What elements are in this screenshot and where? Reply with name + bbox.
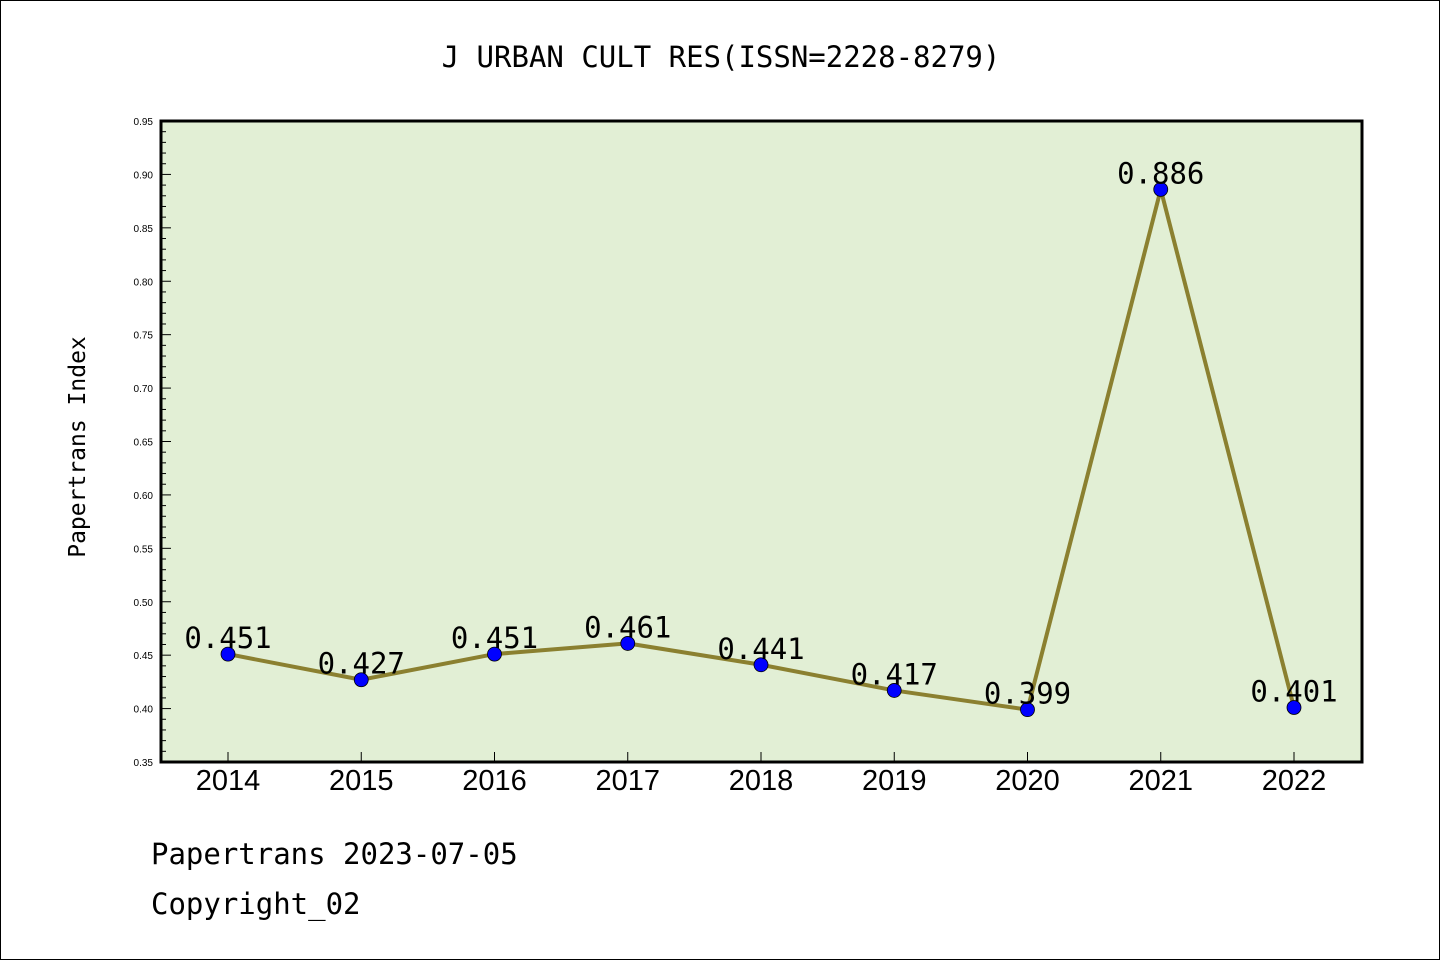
x-tick-label: 2014 [196,765,261,797]
y-tick-label: 0.50 [134,598,154,609]
chart-title: J URBAN CULT RES(ISSN=2228-8279) [442,40,1001,74]
x-tick-label: 2016 [462,765,527,797]
data-label: 0.399 [984,677,1071,711]
data-point [886,683,902,698]
y-tick-label: 0.95 [134,117,154,128]
series-layer: 0.451 0.427 0.451 0.461 0.441 0.417 0.399 0.886… [184,156,1338,718]
data-label: 0.417 [851,657,938,691]
data-point [1286,700,1302,715]
x-tick-label: 2021 [1128,765,1193,797]
y-tick-label: 0.75 [134,331,154,342]
y-tick-label: 0.90 [134,170,154,181]
y-axis-label: Papertrans Index [65,336,91,558]
data-label: 0.427 [318,647,405,681]
footer-source: Papertrans 2023-07-05 [151,837,518,871]
data-label: 0.451 [451,621,538,655]
data-label: 0.401 [1250,675,1337,709]
plot-area [161,121,1362,762]
x-tick-label: 2022 [1262,765,1327,797]
data-point [220,646,236,662]
y-tick-label: 0.65 [134,438,154,449]
data-label: 0.461 [584,610,671,644]
data-point [1020,702,1035,718]
y-tick-label: 0.80 [134,277,154,288]
y-tick-label: 0.60 [134,491,154,502]
x-tick-label: 2018 [729,765,794,797]
data-label: 0.886 [1117,156,1204,190]
x-tick-label: 2015 [329,765,394,797]
y-tick-label: 0.85 [134,224,154,235]
data-point [353,672,369,688]
x-tick-label: 2017 [595,765,660,797]
x-tick-label: 2019 [862,765,927,797]
data-point [1153,181,1169,197]
data-label: 0.441 [717,632,804,666]
y-tick-label: 0.35 [134,758,154,769]
data-label: 0.451 [184,621,271,655]
y-tick-label: 0.55 [134,544,154,555]
y-tick-label: 0.70 [134,384,154,395]
x-tick-label: 2020 [995,765,1060,797]
data-point [620,636,636,651]
plot-border [159,119,1364,764]
footer-copyright: Copyright_02 [151,887,361,921]
axis-ticks: 0.35 0.40 0.45 0.50 0.55 0.60 0.65 0.70 0.75 0.80… [134,117,1327,797]
data-point [487,646,502,662]
y-tick-label: 0.45 [134,651,154,662]
y-tick-label: 0.40 [134,705,154,716]
data-point [753,657,769,673]
